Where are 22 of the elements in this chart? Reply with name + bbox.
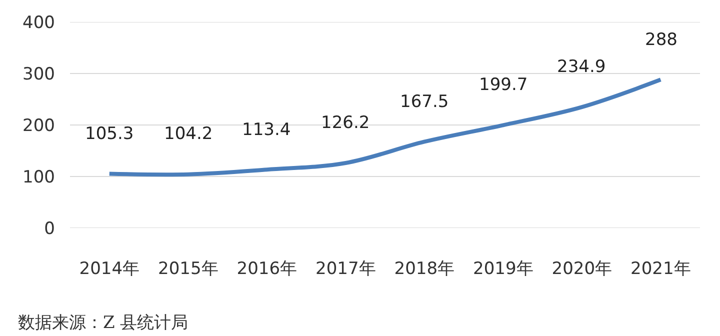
data-label: 126.2: [321, 113, 370, 133]
x-tick-label: 2015年: [158, 259, 218, 279]
data-label: 113.4: [242, 120, 291, 140]
x-tick-label: 2019年: [472, 259, 534, 279]
data-label: 167.5: [400, 92, 449, 112]
data-label: 288: [645, 30, 678, 50]
source-note: 数据来源：Z 县统计局: [18, 313, 188, 333]
y-tick-label: 0: [44, 218, 55, 239]
x-tick-label: 2016年: [236, 259, 298, 279]
x-tick-label: 2017年: [315, 259, 376, 279]
data-label: 234.9: [557, 57, 606, 77]
data-label: 199.7: [479, 75, 528, 95]
y-tick-label: 200: [22, 116, 55, 136]
x-tick-label: 2018年: [394, 259, 455, 279]
y-tick-label: 300: [22, 64, 55, 84]
y-tick-label: 400: [22, 12, 55, 33]
y-tick-label: 100: [22, 167, 55, 188]
x-tick-label: 2020年: [552, 259, 612, 279]
x-tick-label: 2014年: [79, 259, 140, 279]
data-label: 104.2: [164, 124, 213, 144]
data-label: 105.3: [85, 124, 134, 144]
x-tick-label: 2021年: [630, 259, 691, 279]
